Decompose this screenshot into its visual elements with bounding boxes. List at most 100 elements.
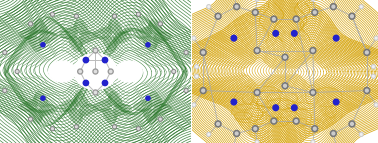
Circle shape	[284, 84, 287, 87]
Circle shape	[350, 15, 353, 18]
Circle shape	[29, 22, 33, 26]
Circle shape	[333, 99, 339, 105]
Circle shape	[136, 12, 140, 16]
Circle shape	[52, 13, 53, 15]
Circle shape	[312, 9, 318, 15]
Circle shape	[146, 96, 150, 100]
Circle shape	[215, 13, 221, 19]
Circle shape	[29, 117, 33, 121]
Circle shape	[16, 71, 18, 72]
Circle shape	[193, 104, 195, 106]
Circle shape	[93, 90, 98, 95]
Circle shape	[108, 69, 113, 74]
Circle shape	[51, 12, 54, 16]
Circle shape	[313, 127, 316, 130]
Circle shape	[252, 9, 258, 15]
Circle shape	[372, 74, 375, 78]
Circle shape	[138, 128, 139, 130]
Circle shape	[41, 96, 45, 100]
Circle shape	[52, 128, 53, 130]
Circle shape	[349, 121, 355, 127]
Circle shape	[196, 66, 198, 68]
Circle shape	[256, 91, 259, 94]
Circle shape	[374, 36, 378, 40]
Circle shape	[282, 83, 288, 89]
Circle shape	[94, 91, 97, 94]
Circle shape	[208, 134, 209, 135]
Circle shape	[173, 71, 175, 72]
Circle shape	[256, 49, 259, 52]
Circle shape	[207, 133, 211, 136]
Circle shape	[138, 13, 139, 15]
Circle shape	[195, 74, 198, 78]
Circle shape	[114, 126, 115, 128]
Ellipse shape	[49, 61, 75, 82]
Circle shape	[366, 89, 368, 92]
Circle shape	[366, 51, 368, 54]
Circle shape	[361, 134, 362, 135]
Circle shape	[311, 0, 315, 1]
Circle shape	[30, 23, 31, 25]
Circle shape	[114, 15, 115, 17]
Circle shape	[310, 89, 316, 96]
Circle shape	[311, 91, 314, 94]
Circle shape	[15, 70, 19, 73]
Circle shape	[372, 66, 374, 68]
Circle shape	[94, 70, 97, 73]
Circle shape	[273, 18, 275, 20]
Circle shape	[273, 105, 279, 111]
Circle shape	[41, 43, 45, 47]
Circle shape	[172, 70, 176, 73]
Circle shape	[234, 4, 240, 10]
Circle shape	[185, 90, 187, 91]
Circle shape	[311, 140, 315, 143]
Circle shape	[113, 125, 116, 129]
Circle shape	[293, 118, 299, 124]
Circle shape	[208, 6, 209, 8]
Circle shape	[375, 37, 377, 39]
Circle shape	[234, 130, 240, 137]
Circle shape	[74, 14, 78, 18]
Circle shape	[372, 65, 375, 69]
Circle shape	[255, 140, 259, 143]
Circle shape	[255, 0, 259, 1]
Circle shape	[293, 16, 299, 22]
Circle shape	[110, 70, 112, 73]
Circle shape	[113, 14, 116, 18]
Circle shape	[295, 18, 297, 20]
Circle shape	[254, 127, 257, 130]
Circle shape	[333, 35, 339, 41]
Circle shape	[217, 15, 220, 18]
Circle shape	[235, 5, 238, 8]
Circle shape	[158, 22, 162, 26]
Circle shape	[160, 23, 161, 25]
Circle shape	[310, 47, 316, 54]
Circle shape	[202, 51, 204, 54]
Circle shape	[93, 48, 98, 53]
Circle shape	[254, 47, 260, 54]
Circle shape	[273, 120, 275, 123]
Circle shape	[254, 89, 260, 96]
Circle shape	[4, 90, 6, 91]
Circle shape	[30, 118, 31, 120]
Circle shape	[330, 4, 336, 10]
Circle shape	[4, 52, 6, 53]
Circle shape	[312, 126, 318, 132]
Circle shape	[192, 103, 196, 107]
Circle shape	[74, 125, 78, 129]
Circle shape	[76, 15, 77, 17]
Circle shape	[83, 57, 88, 63]
Circle shape	[349, 13, 355, 19]
Circle shape	[364, 49, 370, 55]
Circle shape	[273, 30, 279, 36]
Circle shape	[359, 5, 363, 9]
Circle shape	[196, 75, 198, 77]
Circle shape	[271, 16, 277, 22]
Circle shape	[313, 11, 316, 14]
Circle shape	[51, 127, 54, 131]
Circle shape	[364, 88, 370, 94]
Circle shape	[295, 120, 297, 123]
Circle shape	[231, 99, 237, 105]
Circle shape	[78, 69, 83, 74]
Circle shape	[282, 54, 288, 60]
